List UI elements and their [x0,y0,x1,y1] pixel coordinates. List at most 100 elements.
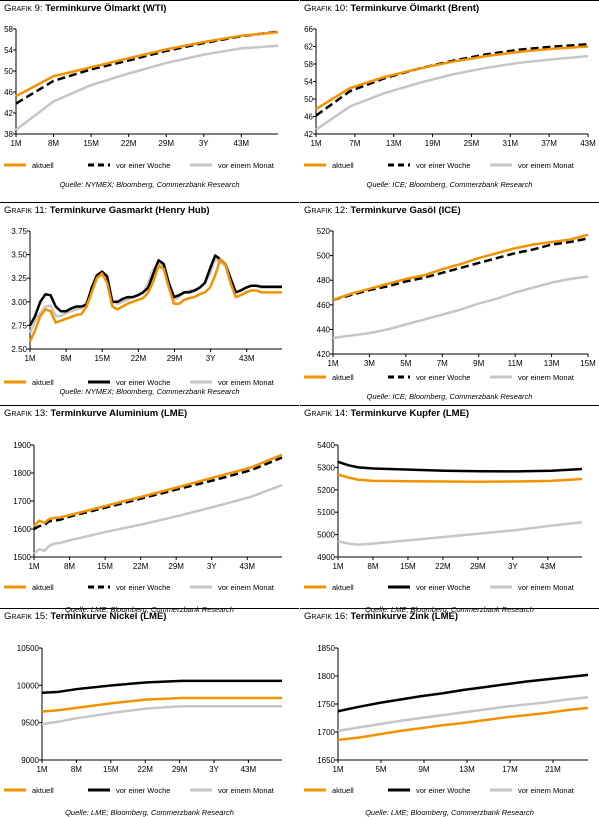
y-tick-label: 2.75 [11,321,27,330]
x-tick-label: 29M [168,562,184,571]
x-tick-label: 7M [349,139,360,148]
x-tick-label: 43M [239,562,255,571]
panel-divider [300,608,599,609]
series-line-current [337,706,589,742]
y-tick-label: 50 [304,95,313,104]
chart-title-text: Terminkurve Zink (LME) [350,611,459,622]
y-tick-label: 5200 [317,486,335,495]
legend-label: aktuell [32,583,54,592]
x-tick-label: 43M [540,562,556,571]
x-tick-label: 8M [367,562,378,571]
chart-source: Quelle: ICE; Bloomberg, Commerzbank Rese… [366,180,533,189]
x-tick-label: 5M [375,765,386,774]
y-tick-label: 1800 [13,469,31,478]
panel-divider [0,202,299,203]
chart-title-prefix: Grafik 13: [4,408,51,419]
x-tick-label: 43M [241,765,257,774]
y-tick-label: 500 [317,252,331,261]
y-tick-label: 58 [304,60,313,69]
y-tick-label: 1700 [317,728,335,737]
chart-title: Grafik 9: Terminkurve Ölmarkt (WTI) [4,3,166,14]
legend-label: vor einer Woche [416,583,470,592]
panel-divider [0,608,299,609]
chart-svg: 9000 9500 10000 10500 1M 8M 15M 22M 29M 3Y 43M aktu… [4,644,282,795]
y-tick-label: 5000 [317,531,335,540]
series-line-month [337,696,589,733]
x-tick-label: 1M [36,765,47,774]
y-tick-label: 5400 [317,441,335,450]
y-tick-label: 46 [304,113,313,122]
y-tick-label: 42 [304,130,313,139]
y-tick-label: 1750 [317,700,335,709]
y-tick-label: 1600 [13,525,31,534]
chart-panel-3: Grafik 11: Terminkurve Gasmarkt (Henry H… [0,202,299,404]
chart-title-prefix: Grafik 12: [304,205,351,216]
x-tick-label: 29M [470,562,486,571]
x-tick-label: 1M [10,139,21,148]
x-tick-label: 25M [464,139,480,148]
x-tick-label: 31M [503,139,519,148]
y-tick-label: 42 [4,109,13,118]
legend-label: vor einer Woche [416,786,470,795]
panel-divider [300,0,599,1]
x-tick-label: 8M [64,562,75,571]
x-tick-label: 15M [400,562,416,571]
chart-title-text: Terminkurve Ölmarkt (Brent) [350,3,480,14]
legend-label: vor einer Woche [416,373,470,382]
chart-title: Grafik 12: Terminkurve Gasöl (ICE) [304,205,461,216]
x-tick-label: 3M [364,359,375,368]
legend-label: vor einem Monat [218,583,275,592]
chart-source: Quelle: NYMEX; Bloomberg, Commerzbank Re… [59,180,240,189]
legend-label: vor einer Woche [116,378,170,387]
legend-label: aktuell [332,161,354,170]
series-line-month [41,704,282,726]
y-tick-label: 520 [317,227,331,236]
chart-title-prefix: Grafik 11: [4,205,50,216]
legend-label: vor einer Woche [116,161,170,170]
series-line-month [315,54,589,131]
x-tick-label: 5M [400,359,411,368]
legend-label: vor einem Monat [518,583,575,592]
y-tick-label: 1650 [317,756,335,765]
x-tick-label: 1M [310,139,321,148]
y-tick-label: 3.75 [11,227,27,236]
legend-label: vor einer Woche [116,583,170,592]
x-tick-label: 1M [332,765,343,774]
chart-svg: 38 42 46 50 54 58 1M 8M 15M 22M 29M 3Y 43M aktuell vor… [4,25,279,170]
x-tick-label: 3Y [206,354,216,363]
chart-title-text: Terminkurve Ölmarkt (WTI) [45,3,167,14]
x-tick-label: 15M [97,562,113,571]
chart-svg: 420 440 460 480 500 520 1M 3M 5M 7M 9M 11M 13M 15M akt… [304,227,596,382]
legend-label: vor einem Monat [218,786,275,795]
y-tick-label: 10000 [17,681,40,690]
y-tick-label: 4900 [317,553,335,562]
legend-label: aktuell [332,583,354,592]
chart-title: Grafik 10: Terminkurve Ölmarkt (Brent) [304,3,479,14]
x-tick-label: 11M [508,359,523,368]
x-tick-label: 15M [103,765,119,774]
chart-title: Grafik 11: Terminkurve Gasmarkt (Henry H… [4,205,210,216]
x-tick-label: 43M [580,139,596,148]
y-tick-label: 9500 [21,719,39,728]
y-tick-label: 460 [317,301,331,310]
series-line-current [315,45,589,111]
chart-source: Quelle: ICE; Bloomberg, Commerzbank Rese… [366,392,533,401]
chart-svg: 1650 1700 1750 1800 1850 1M 5M 9M 13M 17M 21M aktue… [304,644,589,795]
series-line-current [41,696,282,713]
x-tick-label: 1M [327,359,338,368]
x-tick-label: 43M [234,139,250,148]
panel-divider [300,202,599,203]
chart-svg: 42 46 50 54 58 62 66 1M 7M 13M 19M 25M 31M 37M 43M aktu… [304,25,596,170]
x-tick-label: 15M [580,359,596,368]
chart-panel-7: Grafik 15: Terminkurve Nickel (LME) Quell… [0,608,299,817]
legend-label: aktuell [32,786,54,795]
x-tick-label: 37M [541,139,557,148]
series-line-current [332,233,589,302]
chart-panel-1: Grafik 9: Terminkurve Ölmarkt (WTI) Quell… [0,0,299,202]
series-line-current [337,473,583,483]
x-tick-label: 7M [437,359,448,368]
chart-title: Grafik 14: Terminkurve Kupfer (LME) [304,408,469,419]
x-tick-label: 9M [418,765,429,774]
y-tick-label: 46 [4,88,13,97]
chart-title-prefix: Grafik 9: [4,3,46,14]
